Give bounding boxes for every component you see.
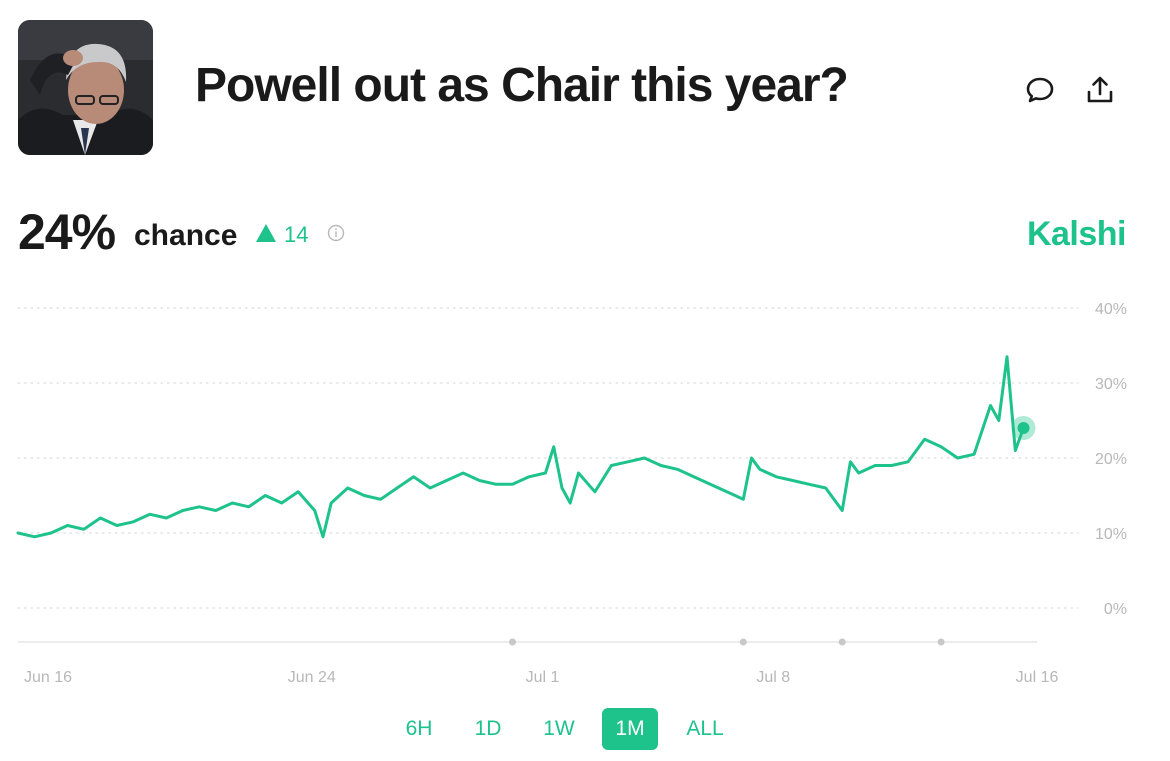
grid-lines (17, 307, 1079, 609)
y-tick-label: 40% (1095, 301, 1127, 318)
market-title: Powell out as Chair this year? (195, 59, 849, 112)
comment-bubble-icon[interactable] (1022, 72, 1058, 108)
x-tick-label: Jul 1 (526, 669, 560, 686)
y-tick-label: 30% (1095, 376, 1127, 393)
change-value: 14 (284, 222, 309, 247)
event-marker-dot (509, 638, 517, 646)
x-tick-label: Jul 16 (1016, 669, 1059, 686)
range-selector: 6H 1D 1W 1M ALL (0, 708, 1170, 752)
info-icon[interactable] (326, 223, 346, 243)
person-portrait-icon (18, 20, 153, 155)
probability-value: 24% (18, 204, 116, 260)
share-upload-icon[interactable] (1082, 72, 1118, 108)
market-avatar (18, 20, 153, 155)
range-button-6h[interactable]: 6H (405, 717, 433, 740)
y-tick-label: 10% (1095, 526, 1127, 543)
current-value-dot (1017, 422, 1030, 434)
probability-label: chance (134, 219, 238, 252)
triangle-up-icon (256, 224, 276, 242)
event-markers (509, 638, 945, 646)
x-tick-label: Jul 8 (756, 669, 790, 686)
y-tick-label: 20% (1095, 451, 1127, 468)
range-button-1m[interactable]: 1M (602, 708, 658, 750)
series-line (16, 355, 1025, 539)
range-button-1w[interactable]: 1W (543, 717, 575, 740)
event-marker-dot (739, 638, 747, 646)
brand-logo[interactable]: Kalshi (1026, 215, 1127, 253)
y-axis-ticks: 0% 10% 20% 30% 40% (1095, 301, 1127, 618)
current-value-marker (1011, 416, 1036, 440)
y-tick-label: 0% (1104, 601, 1127, 618)
event-marker-dot (937, 638, 945, 646)
series-layer (16, 355, 1025, 539)
event-marker-dot (838, 638, 846, 646)
range-button-all[interactable]: ALL (686, 717, 724, 740)
probability-chart[interactable]: 0% 10% 20% 30% 40% Jun 16 Jun 24 Jul 1 Jul 8 Jul… (0, 280, 1170, 700)
x-axis-ticks: Jun 16 Jun 24 Jul 1 Jul 8 Jul 16 (24, 669, 1059, 686)
x-tick-label: Jun 24 (288, 669, 336, 686)
range-button-1d[interactable]: 1D (474, 717, 502, 740)
x-tick-label: Jun 16 (24, 669, 72, 686)
